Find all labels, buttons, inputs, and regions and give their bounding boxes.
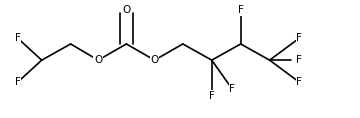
Text: F: F xyxy=(296,55,302,65)
Text: O: O xyxy=(94,55,102,65)
Text: F: F xyxy=(296,33,302,43)
Text: F: F xyxy=(238,5,244,15)
Text: F: F xyxy=(209,91,215,101)
Text: O: O xyxy=(122,5,130,15)
Text: F: F xyxy=(296,77,302,87)
Text: F: F xyxy=(15,33,21,43)
Text: O: O xyxy=(150,55,159,65)
Text: F: F xyxy=(229,84,235,94)
Text: F: F xyxy=(15,77,21,87)
